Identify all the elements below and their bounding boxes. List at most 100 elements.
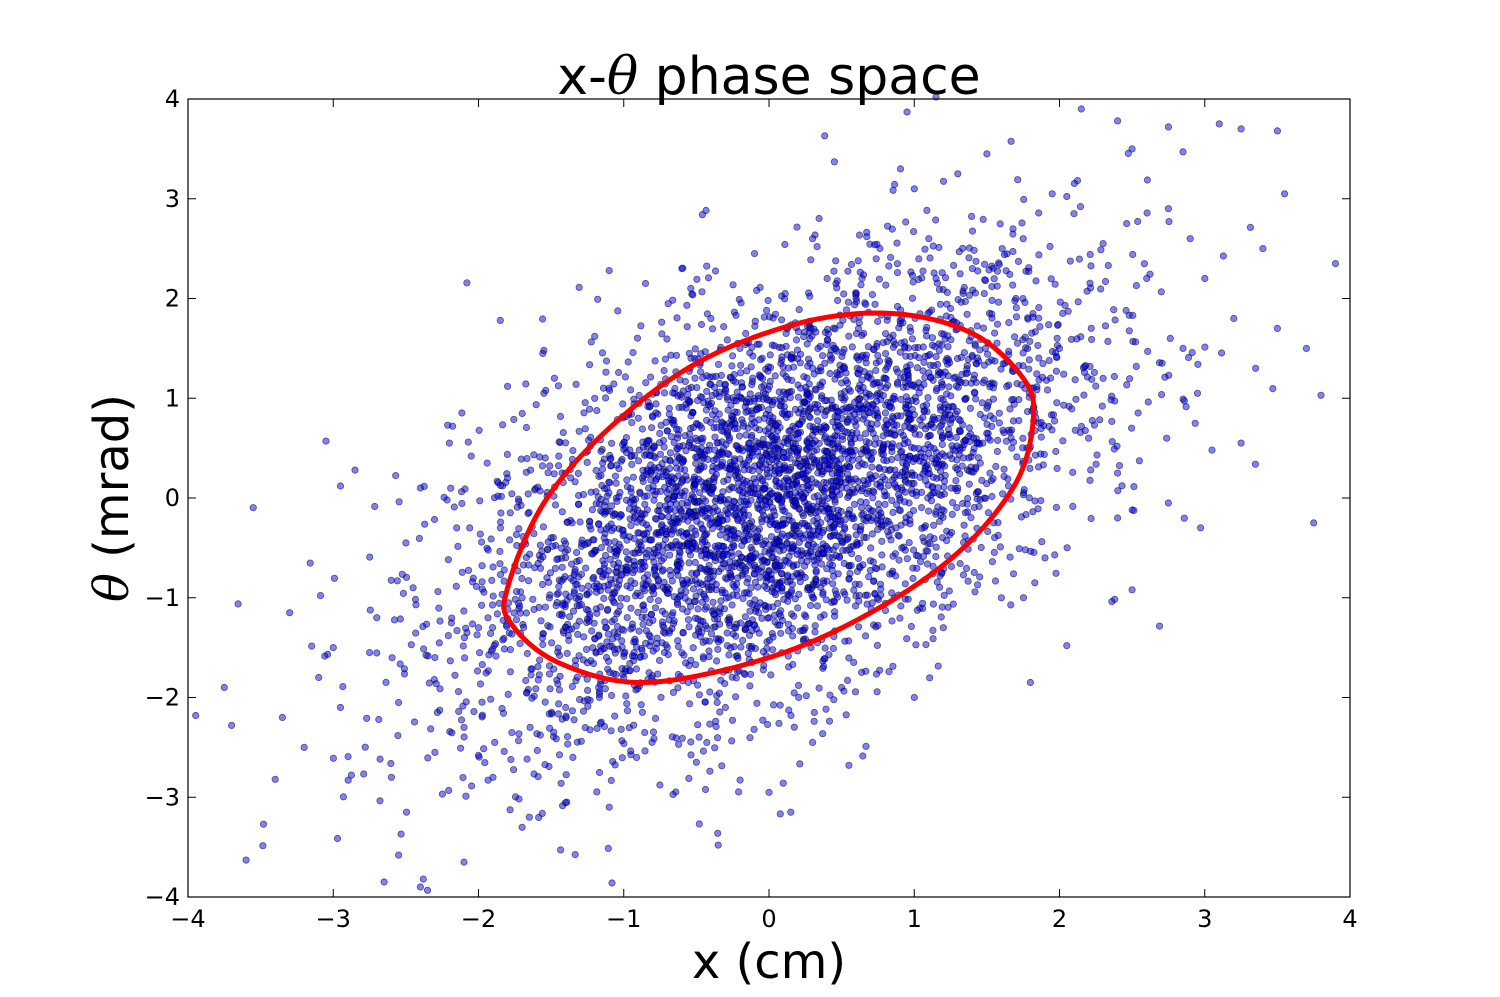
scatter-point — [691, 597, 700, 606]
scatter-point — [503, 382, 512, 390]
scatter-point — [844, 415, 852, 423]
scatter-point — [564, 740, 572, 748]
scatter-point — [802, 692, 810, 700]
scatter-point — [896, 165, 905, 173]
scatter-point — [1098, 402, 1106, 410]
scatter-point — [306, 559, 314, 567]
scatter-point — [766, 351, 774, 359]
scatter-point — [929, 600, 938, 608]
scatter-point — [903, 108, 911, 116]
scatter-point — [821, 397, 829, 405]
scatter-point — [980, 376, 989, 384]
scatter-point — [739, 447, 747, 455]
scatter-point — [504, 690, 512, 699]
scatter-point — [448, 614, 456, 622]
scatter-point — [833, 296, 842, 305]
scatter-point — [623, 555, 632, 563]
scatter-point — [791, 595, 799, 603]
scatter-point — [598, 465, 607, 473]
scatter-point — [901, 465, 909, 473]
scatter-point — [576, 592, 584, 601]
scatter-point — [1047, 275, 1055, 283]
scatter-point — [956, 559, 964, 568]
scatter-point — [909, 546, 918, 554]
scatter-point — [820, 478, 828, 487]
scatter-point — [530, 451, 538, 459]
scatter-point — [676, 442, 684, 450]
scatter-point — [998, 490, 1007, 498]
scatter-point — [1000, 465, 1008, 473]
scatter-point — [990, 415, 998, 423]
scatter-point — [792, 336, 801, 344]
scatter-point — [813, 602, 822, 610]
scatter-point — [811, 628, 819, 636]
scatter-point — [968, 468, 976, 476]
scatter-point — [1052, 447, 1060, 456]
scatter-point — [823, 465, 832, 473]
scatter-point — [493, 477, 501, 485]
scatter-point — [779, 520, 787, 528]
scatter-point — [1008, 426, 1016, 434]
scatter-point — [1201, 274, 1209, 283]
scatter-point — [705, 647, 713, 655]
scatter-point — [651, 714, 660, 723]
scatter-point — [760, 540, 768, 548]
scatter-point — [719, 444, 728, 452]
scatter-point — [714, 541, 722, 550]
scatter-point — [1019, 235, 1027, 243]
scatter-point — [1074, 298, 1082, 306]
scatter-point — [731, 420, 739, 428]
scatter-point — [1111, 595, 1119, 603]
scatter-point — [799, 635, 808, 643]
scatter-point — [1003, 382, 1011, 390]
scatter-point — [778, 344, 786, 352]
scatter-point — [1005, 318, 1013, 327]
scatter-point — [794, 434, 802, 442]
scatter-point — [1165, 218, 1173, 226]
scatter-point — [659, 621, 667, 630]
scatter-point — [949, 403, 958, 411]
scatter-point — [554, 700, 563, 708]
scatter-point — [767, 532, 776, 541]
scatter-point — [618, 754, 626, 762]
scatter-point — [539, 553, 547, 561]
scatter-point — [929, 626, 937, 635]
scatter-point — [607, 439, 616, 447]
scatter-point — [505, 536, 514, 544]
scatter-point — [919, 458, 928, 466]
scatter-point — [591, 394, 599, 402]
scatter-point — [701, 497, 710, 505]
scatter-point — [938, 603, 946, 611]
scatter-point — [920, 407, 928, 415]
scatter-point — [618, 455, 626, 463]
scatter-point — [886, 570, 894, 578]
scatter-point — [792, 496, 800, 504]
scatter-point — [300, 743, 308, 752]
scatter-point — [694, 497, 702, 505]
scatter-point — [658, 318, 666, 326]
scatter-point — [768, 646, 777, 654]
scatter-point — [524, 577, 533, 585]
scatter-point — [564, 546, 572, 554]
scatter-point — [850, 658, 858, 667]
scatter-point — [551, 564, 560, 573]
scatter-point — [643, 492, 651, 500]
scatter-point — [783, 453, 791, 461]
scatter-point — [452, 582, 460, 590]
scatter-point — [949, 261, 958, 269]
scatter-point — [948, 510, 956, 519]
scatter-point — [935, 285, 944, 293]
scatter-point — [897, 602, 905, 610]
scatter-point — [788, 517, 796, 526]
scatter-point — [797, 384, 805, 392]
scatter-point — [643, 437, 651, 445]
scatter-point — [554, 462, 563, 470]
scatter-point — [472, 582, 480, 591]
scatter-point — [981, 276, 990, 285]
scatter-point — [690, 473, 699, 481]
scatter-point — [1053, 399, 1061, 407]
scatter-point — [783, 532, 791, 541]
x-tick-label: 4 — [1342, 905, 1357, 933]
scatter-point — [768, 587, 776, 596]
scatter-point — [831, 325, 839, 333]
